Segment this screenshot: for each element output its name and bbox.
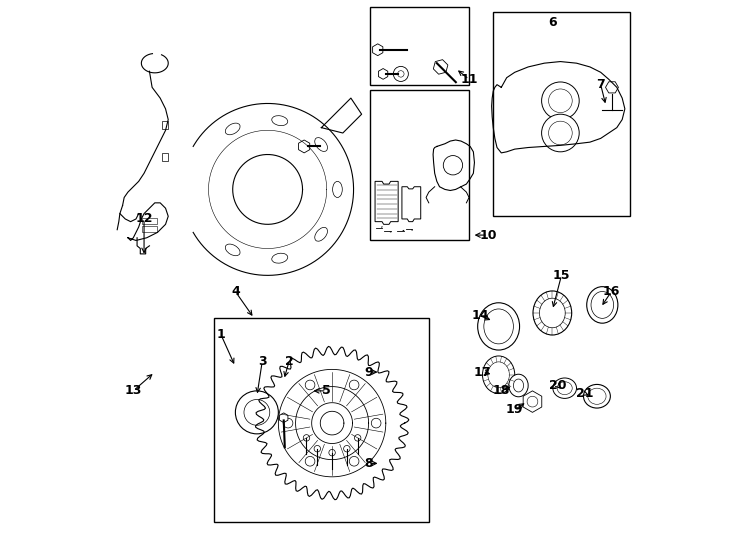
Circle shape [527,396,538,407]
Text: 18: 18 [493,384,510,397]
Polygon shape [299,140,310,153]
Ellipse shape [588,388,606,404]
Text: 10: 10 [479,228,497,241]
Text: 6: 6 [548,16,556,29]
Text: 5: 5 [322,384,331,397]
Text: 17: 17 [473,366,491,379]
Circle shape [283,418,293,428]
Circle shape [349,456,359,466]
Ellipse shape [539,298,565,328]
Text: 3: 3 [258,355,266,368]
Polygon shape [379,69,388,79]
Text: 9: 9 [364,366,373,379]
Text: 4: 4 [231,285,240,298]
Circle shape [236,391,278,434]
Circle shape [548,121,573,145]
Circle shape [305,380,315,390]
Circle shape [548,89,573,113]
Ellipse shape [509,374,528,397]
Circle shape [314,446,321,452]
Circle shape [305,456,315,466]
Circle shape [355,435,361,441]
Ellipse shape [513,379,523,392]
Ellipse shape [586,287,618,323]
Ellipse shape [478,303,520,350]
Ellipse shape [484,309,513,344]
Text: 20: 20 [549,379,567,392]
Circle shape [393,66,408,82]
Text: 19: 19 [506,403,523,416]
Circle shape [398,71,404,77]
Text: 7: 7 [596,78,605,91]
Bar [493,12,631,217]
Polygon shape [373,44,383,56]
Polygon shape [280,413,288,423]
Circle shape [344,446,350,452]
Ellipse shape [557,382,573,395]
Text: 15: 15 [553,269,570,282]
Ellipse shape [584,384,611,408]
Circle shape [244,400,270,426]
Circle shape [371,418,381,428]
Bar [370,90,469,240]
Bar [161,121,168,129]
Circle shape [443,156,462,175]
Text: 11: 11 [460,73,478,86]
Circle shape [349,380,359,390]
Text: 13: 13 [125,384,142,397]
Ellipse shape [553,378,576,399]
Ellipse shape [482,356,515,394]
Circle shape [303,435,310,441]
Bar [370,7,469,85]
Text: 16: 16 [603,285,620,298]
Ellipse shape [533,291,572,335]
Bar [161,153,168,161]
Polygon shape [606,82,619,93]
Polygon shape [523,391,542,413]
Text: 21: 21 [576,387,593,400]
Ellipse shape [488,362,509,388]
Circle shape [329,449,335,456]
Circle shape [542,82,579,119]
Polygon shape [433,59,448,74]
Circle shape [542,114,579,152]
Ellipse shape [591,292,614,319]
Bar [142,226,158,232]
Text: 2: 2 [285,355,294,368]
Text: 14: 14 [471,309,489,322]
Text: 1: 1 [217,328,225,341]
Text: 8: 8 [364,457,373,470]
Bar [142,218,158,224]
Text: 12: 12 [135,212,153,226]
Bar [214,319,429,523]
